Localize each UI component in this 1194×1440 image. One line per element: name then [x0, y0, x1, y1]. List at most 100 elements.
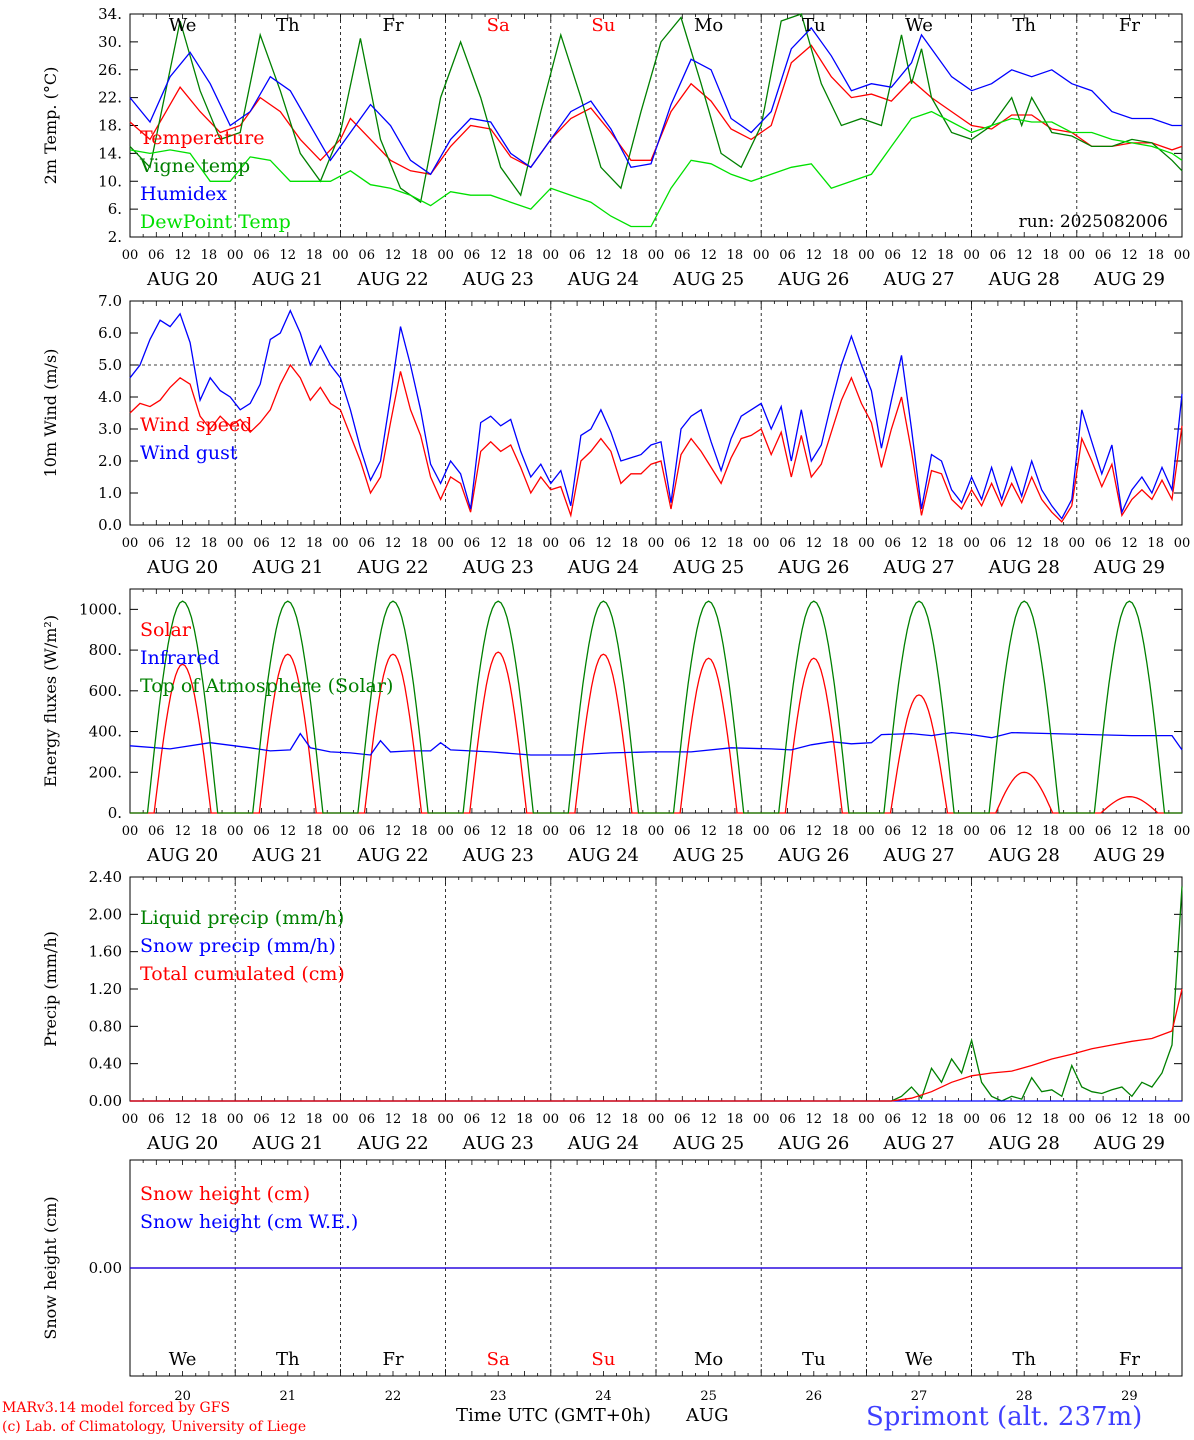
x-hour-label: 00 [1174, 1112, 1191, 1127]
x-hour-label: 18 [832, 824, 849, 839]
x-hour-label: 12 [490, 248, 507, 263]
x-hour-label: 06 [779, 536, 796, 551]
legend-entry: Vigne temp [139, 155, 250, 177]
x-hour-label: 00 [963, 536, 980, 551]
x-hour-label: 00 [1174, 824, 1191, 839]
x-hour-label: 00 [122, 248, 139, 263]
day-number-label: 21 [280, 1389, 297, 1404]
y-tick-label: 1.20 [89, 980, 122, 998]
x-hour-label: 12 [911, 248, 928, 263]
x-hour-label: 12 [490, 824, 507, 839]
legend-entry: DewPoint Temp [140, 211, 291, 233]
series-line-top-of-atmosphere-solar- [130, 600, 1182, 814]
x-hour-label: 12 [385, 824, 402, 839]
x-hour-label: 00 [332, 536, 349, 551]
y-axis-label-energy: Energy fluxes (W/m²) [41, 615, 60, 787]
x-hour-label: 06 [779, 1112, 796, 1127]
lab-credit: (c) Lab. of Climatology, University of L… [2, 1419, 307, 1435]
y-axis-label-precip: Precip (mm/h) [41, 931, 60, 1047]
x-hour-label: 00 [332, 1112, 349, 1127]
x-hour-label: 00 [437, 824, 454, 839]
x-date-label: AUG 24 [567, 557, 639, 578]
x-hour-label: 06 [358, 536, 375, 551]
x-hour-label: 12 [700, 536, 717, 551]
x-hour-label: 06 [779, 248, 796, 263]
x-hour-label: 06 [569, 248, 586, 263]
x-hour-label: 12 [595, 248, 612, 263]
x-date-label: AUG 22 [356, 845, 428, 866]
x-hour-label: 18 [306, 248, 323, 263]
x-hour-label: 06 [358, 248, 375, 263]
day-of-week-label: Su [591, 1349, 615, 1370]
x-hour-label: 18 [411, 824, 428, 839]
x-hour-label: 06 [569, 824, 586, 839]
x-hour-label: 18 [201, 248, 218, 263]
x-hour-label: 12 [280, 1112, 297, 1127]
y-tick-label: 0.00 [89, 1259, 122, 1277]
y-tick-label: 6.0 [98, 324, 122, 342]
x-hour-label: 00 [753, 248, 770, 263]
x-date-label: AUG 29 [1093, 557, 1165, 578]
x-hour-label: 18 [1147, 536, 1164, 551]
x-hour-label: 06 [569, 1112, 586, 1127]
x-hour-label: 06 [779, 824, 796, 839]
x-date-label: AUG 27 [882, 557, 954, 578]
y-tick-label: 18. [98, 117, 122, 135]
y-tick-label: 1.60 [89, 943, 122, 961]
x-hour-label: 00 [543, 1112, 560, 1127]
x-hour-label: 18 [621, 824, 638, 839]
x-hour-label: 18 [937, 248, 954, 263]
y-tick-label: 7.0 [98, 292, 122, 310]
x-hour-label: 06 [990, 536, 1007, 551]
x-hour-label: 06 [464, 824, 481, 839]
day-number-label: 27 [911, 1389, 928, 1404]
x-hour-label: 00 [858, 248, 875, 263]
x-hour-label: 00 [858, 1112, 875, 1127]
x-date-label: AUG 28 [988, 845, 1060, 866]
x-hour-label: 12 [1016, 1112, 1033, 1127]
x-hour-label: 18 [516, 824, 533, 839]
day-of-week-label: Su [591, 15, 615, 36]
x-hour-label: 00 [122, 536, 139, 551]
day-of-week-label: Fr [382, 1349, 403, 1370]
series-line-humidex [129, 26, 1182, 176]
x-hour-label: 06 [1095, 248, 1112, 263]
x-date-label: AUG 28 [988, 557, 1060, 578]
x-hour-label: 18 [306, 824, 323, 839]
y-tick-label: 0.40 [89, 1055, 122, 1073]
day-of-week-label: Th [276, 15, 300, 36]
x-hour-label: 06 [884, 824, 901, 839]
y-tick-label: 14. [98, 144, 122, 162]
y-tick-label: 200. [89, 763, 122, 781]
day-of-week-label: Sa [487, 15, 510, 36]
y-tick-label: 4.0 [98, 388, 122, 406]
x-hour-label: 18 [727, 248, 744, 263]
x-hour-label: 00 [648, 824, 665, 839]
day-of-week-label: Tu [802, 1349, 826, 1370]
x-hour-label: 12 [1016, 248, 1033, 263]
x-hour-label: 06 [884, 1112, 901, 1127]
x-hour-label: 00 [1069, 1112, 1086, 1127]
y-tick-label: 600. [89, 682, 122, 700]
x-hour-label: 18 [306, 1112, 323, 1127]
x-date-label: AUG 25 [672, 269, 744, 290]
x-date-label: AUG 22 [356, 1133, 428, 1154]
series-line-liquid-precip-mm-h- [130, 886, 1183, 1102]
x-date-label: AUG 23 [462, 557, 534, 578]
x-date-label: AUG 20 [146, 557, 218, 578]
x-hour-label: 18 [201, 536, 218, 551]
x-hour-label: 12 [806, 1112, 823, 1127]
x-hour-label: 18 [621, 1112, 638, 1127]
x-hour-label: 06 [253, 824, 270, 839]
x-hour-label: 00 [648, 1112, 665, 1127]
x-hour-label: 12 [280, 536, 297, 551]
x-date-label: AUG 22 [356, 557, 428, 578]
x-date-label: AUG 29 [1093, 1133, 1165, 1154]
x-hour-label: 06 [569, 536, 586, 551]
x-axis-month: AUG [686, 1405, 729, 1426]
legend-entry: Solar [140, 619, 192, 641]
legend-entry: Wind speed [140, 414, 252, 436]
x-hour-label: 06 [674, 1112, 691, 1127]
x-hour-label: 00 [963, 824, 980, 839]
x-hour-label: 06 [464, 536, 481, 551]
